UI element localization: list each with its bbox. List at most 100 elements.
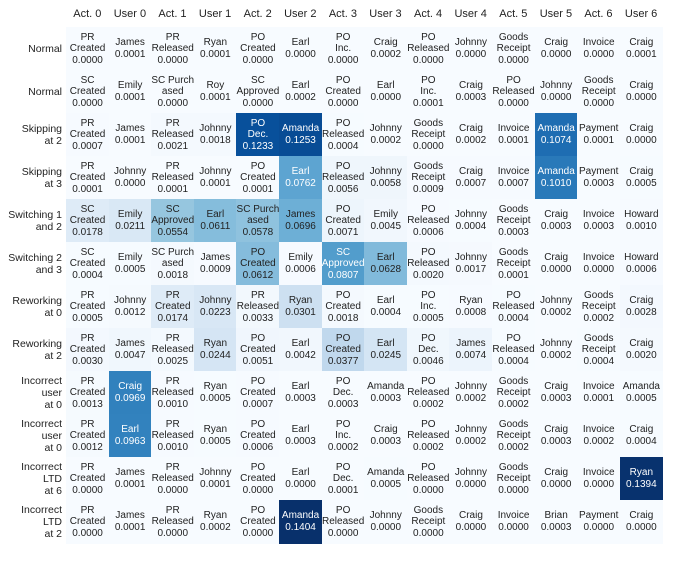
cell-value: 0.0001 bbox=[413, 97, 444, 109]
heatmap-cell: PO Released 0.0002 bbox=[406, 371, 450, 415]
column-header: Act. 5 bbox=[499, 8, 528, 20]
cell-label: Created bbox=[240, 43, 276, 54]
cell-value: 0.0001 bbox=[327, 484, 359, 496]
row-header: Skipping at 2 bbox=[21, 122, 62, 147]
cell-value: 0.0030 bbox=[72, 355, 103, 367]
cell-label: Earl bbox=[121, 424, 140, 436]
cell-value: 0.0001 bbox=[242, 183, 274, 195]
heatmap-cell: PO Released 0.0000 bbox=[406, 457, 450, 501]
column-header: User 0 bbox=[113, 8, 147, 20]
heatmap-cell: Craig 0.0005 bbox=[619, 156, 663, 200]
cell-value: 0.0071 bbox=[327, 226, 359, 238]
cell-label: Created bbox=[69, 430, 106, 441]
cell-value: 0.0003 bbox=[370, 392, 402, 404]
cell-label: Created bbox=[240, 344, 276, 355]
cell-label: Ryan bbox=[203, 381, 228, 393]
cell-label: Craig bbox=[629, 510, 654, 522]
cell-value: 0.0007 bbox=[242, 398, 274, 410]
cell-label: Created bbox=[69, 344, 106, 355]
cell-value: 0.0612 bbox=[242, 269, 274, 281]
cell-label: Earl bbox=[291, 80, 310, 92]
heatmap-cell: Payment 0.0000 bbox=[577, 500, 621, 544]
cell-value: 0.0000 bbox=[285, 478, 316, 490]
cell-label: PR bbox=[80, 418, 95, 430]
cell-label: Johnny bbox=[369, 166, 402, 178]
row-header: Switching 1 and 2 bbox=[8, 208, 62, 233]
cell-label: Brian bbox=[544, 510, 568, 522]
cell-label: PO bbox=[421, 246, 436, 258]
heatmap-cell: Ryan 0.0002 bbox=[193, 500, 237, 544]
cell-label: Earl bbox=[206, 209, 225, 221]
column-header: User 3 bbox=[369, 8, 402, 20]
heatmap-cell: Invoice 0.0000 bbox=[577, 27, 621, 71]
cell-label: Emily bbox=[288, 252, 313, 264]
cell-value: 0.0377 bbox=[327, 355, 359, 367]
cell-label: Created bbox=[325, 301, 361, 312]
cell-label: Released bbox=[407, 473, 450, 484]
heatmap-cell: Johnny 0.0000 bbox=[534, 70, 578, 114]
cell-label: Goods bbox=[498, 246, 529, 258]
heatmap-cell: PO Released 0.0004 bbox=[321, 113, 365, 157]
heatmap-cell: PR Released 0.0010 bbox=[151, 371, 195, 415]
heatmap-cell: Amanda 0.0005 bbox=[619, 371, 663, 415]
heatmap-cell: Amanda 0.1404 bbox=[279, 500, 323, 544]
cell-label: Goods bbox=[413, 504, 444, 516]
cell-value: 0.0003 bbox=[583, 177, 615, 189]
cell-label: PO bbox=[250, 160, 266, 172]
cell-value: 0.0301 bbox=[285, 306, 316, 318]
row-header: Incorrect LTD at 6 bbox=[21, 460, 62, 497]
cell-value: 0.0003 bbox=[540, 435, 572, 447]
cell-value: 0.0000 bbox=[327, 527, 359, 539]
heatmap-cell: PR Created 0.0007 bbox=[66, 113, 110, 157]
cell-label: Receipt bbox=[496, 215, 531, 226]
heatmap-cell: Goods Receipt 0.0009 bbox=[406, 156, 450, 200]
cell-label: Craig bbox=[629, 123, 654, 135]
cell-label: Craig bbox=[629, 166, 654, 178]
cell-label: Receipt bbox=[411, 129, 446, 140]
cell-value: 0.0020 bbox=[413, 269, 444, 281]
heatmap-cell: Craig 0.0000 bbox=[619, 500, 663, 544]
cell-label: Invoice bbox=[497, 166, 530, 178]
cell-label: Invoice bbox=[582, 252, 615, 264]
cell-label: Emily bbox=[117, 80, 143, 92]
cell-label: Johnny bbox=[540, 80, 573, 92]
cell-value: 0.0012 bbox=[72, 441, 103, 453]
cell-value: 0.0056 bbox=[327, 183, 359, 195]
cell-label: Released bbox=[407, 215, 450, 226]
cell-value: 0.0001 bbox=[72, 183, 103, 195]
cell-value: 0.0000 bbox=[72, 527, 103, 539]
cell-label: PR bbox=[80, 504, 95, 516]
cell-value: 0.0007 bbox=[455, 177, 487, 189]
heatmap-cell: PO Released 0.0020 bbox=[406, 242, 450, 286]
row-header: Incorrect LTD at 2 bbox=[21, 503, 62, 540]
cell-label: Released bbox=[322, 516, 365, 527]
cell-label: Created bbox=[154, 301, 191, 312]
cell-label: Ryan bbox=[459, 295, 483, 307]
cell-value: 0.0000 bbox=[413, 484, 444, 496]
cell-value: 0.0018 bbox=[200, 134, 231, 146]
cell-value: 0.0554 bbox=[157, 226, 189, 238]
row-header: Switching 2 and 3 bbox=[8, 251, 62, 276]
cell-label: Invoice bbox=[582, 424, 615, 436]
cell-label: Craig bbox=[458, 510, 483, 522]
cell-value: 0.0003 bbox=[370, 435, 402, 447]
cell-label: Inc. bbox=[335, 43, 352, 54]
column-header: User 2 bbox=[284, 8, 317, 20]
cell-label: Goods bbox=[498, 203, 529, 215]
cell-label: Inc. bbox=[420, 86, 437, 97]
cell-label: Ryan bbox=[203, 37, 228, 49]
cell-label: Created bbox=[240, 258, 276, 269]
cell-value: 0.0002 bbox=[200, 521, 231, 533]
cell-label: Released bbox=[151, 43, 194, 54]
cell-label: SC Purch bbox=[151, 74, 195, 86]
cell-value: 0.0000 bbox=[157, 527, 189, 539]
cell-label: Johnny bbox=[454, 37, 488, 49]
cell-label: Invoice bbox=[582, 467, 615, 479]
cell-value: 0.0006 bbox=[413, 226, 444, 238]
cell-value: 0.0002 bbox=[327, 441, 359, 453]
heatmap-cell: PR Released 0.0000 bbox=[151, 27, 195, 71]
cell-value: 0.0000 bbox=[327, 97, 359, 109]
cell-label: Released bbox=[151, 387, 194, 398]
heatmap-cell: Amanda 0.0003 bbox=[364, 371, 408, 415]
cell-value: 0.0000 bbox=[583, 97, 615, 109]
